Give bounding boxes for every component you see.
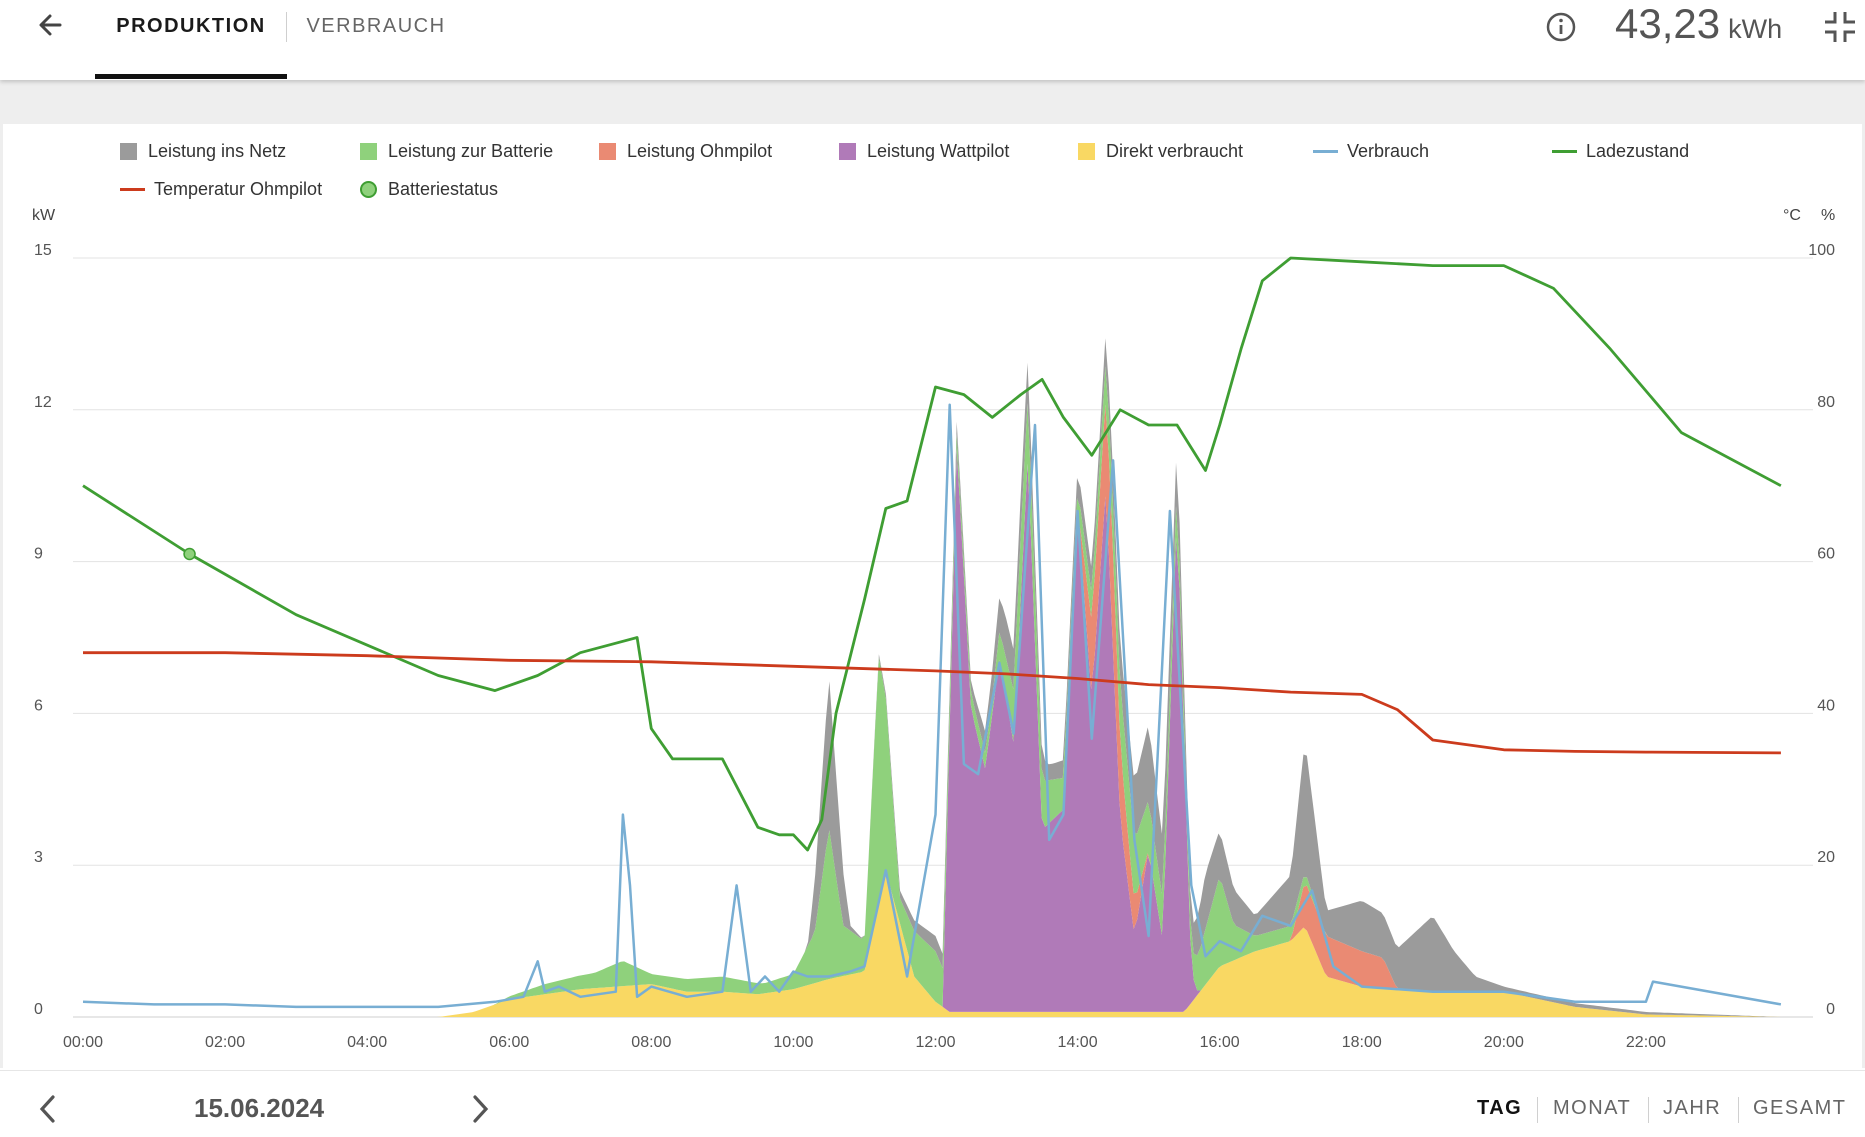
legend-swatch xyxy=(120,143,137,160)
period-tag[interactable]: TAG xyxy=(1477,1097,1523,1119)
y-tick-label-left: 12 xyxy=(34,394,52,411)
legend-item-leistung-zur-batterie[interactable]: Leistung zur Batterie xyxy=(360,141,553,162)
chart-card: Leistung ins Netz Leistung zur Batterie Le… xyxy=(0,124,1865,1068)
period-divider xyxy=(1648,1097,1649,1123)
line-verbrauch xyxy=(82,403,1782,1009)
header-spacer xyxy=(0,80,1865,124)
next-day-chevron-icon[interactable] xyxy=(465,1089,495,1129)
legend-label: Leistung Wattpilot xyxy=(867,141,1010,161)
legend-item-temperatur-ohmpilot[interactable]: Temperatur Ohmpilot xyxy=(120,179,322,200)
legend-label: Ladezustand xyxy=(1586,141,1690,161)
legend-label: Leistung Ohmpilot xyxy=(627,141,773,161)
right-axis-unit-pct: % xyxy=(1821,207,1836,224)
y-tick-label-left: 6 xyxy=(34,697,43,714)
x-tick-label: 04:00 xyxy=(347,1034,387,1051)
x-tick-label: 20:00 xyxy=(1484,1034,1524,1051)
legend-label: Leistung zur Batterie xyxy=(388,141,554,161)
legend-item-leistung-wattpilot[interactable]: Leistung Wattpilot xyxy=(839,141,1009,162)
tab-verbrauch-label: VERBRAUCH xyxy=(306,15,446,37)
period-divider xyxy=(1537,1097,1538,1123)
legend-swatch xyxy=(360,181,377,198)
x-tick-label: 00:00 xyxy=(63,1034,103,1051)
x-tick-label: 18:00 xyxy=(1342,1034,1382,1051)
legend-swatch xyxy=(1078,143,1095,160)
legend-item-verbrauch[interactable]: Verbrauch xyxy=(1313,141,1429,162)
legend-swatch xyxy=(599,143,616,160)
tab-produktion-label: PRODUKTION xyxy=(116,15,266,37)
area-leistung-ins-netz xyxy=(83,338,1781,1017)
y-tick-label-right: 20 xyxy=(1817,849,1835,866)
tab-verbrauch[interactable]: VERBRAUCH xyxy=(287,0,465,80)
x-tick-label: 06:00 xyxy=(489,1034,529,1051)
area-leistung-ohmpilot xyxy=(83,404,1781,1018)
legend-swatch xyxy=(120,188,145,191)
y-tick-label-right: 100 xyxy=(1808,242,1835,259)
legend-item-ladezustand[interactable]: Ladezustand xyxy=(1552,141,1689,162)
y-tick-label-right: 0 xyxy=(1826,1001,1835,1018)
legend-label: Direkt verbraucht xyxy=(1106,141,1244,161)
x-tick-label: 14:00 xyxy=(1058,1034,1098,1051)
legend-item-direkt-verbraucht[interactable]: Direkt verbraucht xyxy=(1078,141,1243,162)
x-tick-label: 10:00 xyxy=(773,1034,813,1051)
energy-total: 43,23 kWh xyxy=(1615,0,1782,52)
legend-label: Verbrauch xyxy=(1347,141,1430,161)
legend-item-leistung-ohmpilot[interactable]: Leistung Ohmpilot xyxy=(599,141,772,162)
x-tick-label: 02:00 xyxy=(205,1034,245,1051)
legend-swatch xyxy=(360,143,377,160)
legend-label: Temperatur Ohmpilot xyxy=(154,179,323,199)
y-tick-label-right: 80 xyxy=(1817,394,1835,411)
right-axis-unit-temp: °C xyxy=(1783,207,1801,224)
area-leistung-zur-batterie xyxy=(83,366,1781,1017)
period-jahr[interactable]: JAHR xyxy=(1663,1097,1722,1119)
top-bar: PRODUKTION VERBRAUCH 43,23 kWh xyxy=(0,0,1865,80)
chart-plot: 0 3 6 9 12 15 0 20 40 60 80 100 00:00 02:00 04:00 06:00… xyxy=(34,242,1835,1051)
line-ladezustand xyxy=(82,256,1782,852)
point-batteriestatus xyxy=(183,547,196,561)
tab-divider xyxy=(286,12,287,42)
legend-swatch xyxy=(1313,150,1338,153)
legend-label: Batteriestatus xyxy=(388,179,499,199)
energy-value: 43,23 xyxy=(1615,0,1721,47)
y-tick-label-left: 0 xyxy=(34,1001,43,1018)
energy-unit: kWh xyxy=(1728,14,1783,44)
x-tick-label: 12:00 xyxy=(915,1034,955,1051)
legend-swatch xyxy=(1552,150,1577,153)
y-tick-label-left: 3 xyxy=(34,849,43,866)
legend-label: Leistung ins Netz xyxy=(148,141,287,161)
y-tick-label-left: 15 xyxy=(34,242,52,259)
bottom-bar: 15.06.2024 TAG MONAT JAHR GESAMT xyxy=(0,1070,1865,1137)
period-monat[interactable]: MONAT xyxy=(1553,1097,1632,1119)
y-tick-label-left: 9 xyxy=(34,546,43,563)
line-temperatur-ohmpilot xyxy=(83,651,1781,755)
selected-date[interactable]: 15.06.2024 xyxy=(194,1093,325,1123)
x-tick-label: 08:00 xyxy=(631,1034,671,1051)
tab-produktion[interactable]: PRODUKTION xyxy=(95,0,287,80)
area-leistung-wattpilot xyxy=(83,449,1781,1017)
period-divider xyxy=(1738,1097,1739,1123)
legend-swatch xyxy=(839,143,856,160)
left-axis-unit: kW xyxy=(32,207,56,224)
x-tick-label: 22:00 xyxy=(1626,1034,1666,1051)
collapse-icon[interactable] xyxy=(1820,7,1860,47)
info-icon[interactable] xyxy=(1545,11,1577,43)
legend-item-batteriestatus[interactable]: Batteriestatus xyxy=(360,179,498,200)
x-tick-label: 16:00 xyxy=(1200,1034,1240,1051)
back-arrow-icon[interactable] xyxy=(30,6,70,46)
y-tick-label-right: 60 xyxy=(1817,546,1835,563)
active-tab-indicator xyxy=(95,74,287,79)
previous-day-chevron-icon[interactable] xyxy=(33,1089,63,1129)
legend-item-leistung-ins-netz[interactable]: Leistung ins Netz xyxy=(120,141,286,162)
y-tick-label-right: 40 xyxy=(1817,697,1835,714)
period-gesamt[interactable]: GESAMT xyxy=(1753,1097,1847,1119)
